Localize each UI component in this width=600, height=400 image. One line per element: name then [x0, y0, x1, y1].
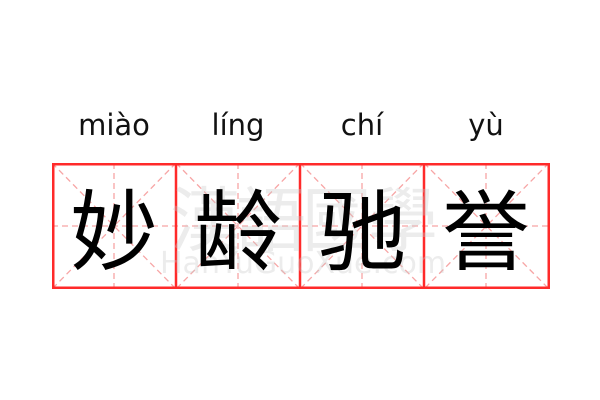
pinyin-4: yù: [468, 108, 504, 142]
character-4: 誉: [441, 181, 530, 284]
character-3: 驰: [317, 181, 406, 284]
tianzige-grid: [52, 163, 550, 289]
pinyin-2: líng: [211, 108, 265, 142]
character-2: 龄: [193, 181, 282, 284]
pinyin-1: miào: [78, 108, 150, 142]
character-1: 妙: [69, 181, 158, 284]
pinyin-3: chí: [340, 108, 384, 142]
